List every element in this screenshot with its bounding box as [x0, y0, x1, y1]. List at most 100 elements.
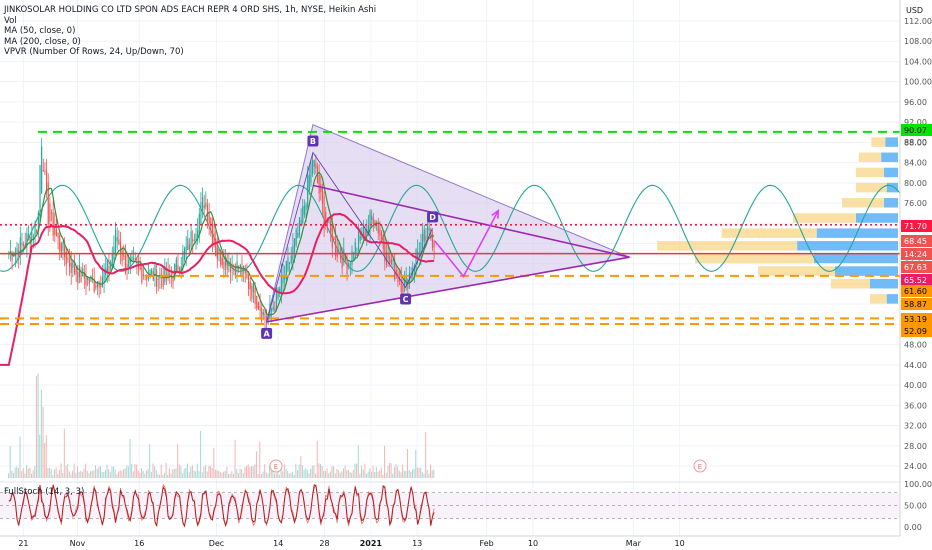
- price-label-text: 53.19: [904, 315, 927, 324]
- candle-body: [262, 312, 264, 315]
- volume-bar: [267, 473, 269, 478]
- candle-body: [46, 171, 48, 194]
- volume-bar: [150, 472, 152, 478]
- candle-body: [261, 308, 263, 322]
- candle-body: [121, 248, 123, 262]
- pattern-upper-line: [312, 184, 630, 258]
- legend-ma200[interactable]: MA (200, close, 0): [4, 36, 81, 47]
- time-axis-tick: 10: [675, 539, 685, 548]
- candle-body: [341, 255, 343, 268]
- candle-body: [215, 239, 217, 257]
- price-label: 90.07: [901, 124, 932, 136]
- price-axis-tick: 44.00: [904, 361, 927, 370]
- volume-bar: [308, 472, 310, 478]
- volume-bar: [341, 471, 343, 478]
- candle-body: [367, 225, 369, 232]
- candle-body: [114, 229, 117, 253]
- candle-body: [197, 230, 199, 237]
- volume-bar: [70, 474, 72, 478]
- price-label-text: 65.52: [904, 276, 927, 285]
- candle-body: [160, 276, 163, 279]
- volume-bar: [420, 467, 422, 478]
- volume-bar: [218, 470, 220, 478]
- candle-body: [251, 285, 253, 299]
- price-label-bg: [901, 124, 932, 136]
- volume-bar: [395, 464, 397, 478]
- time-axis-tick: 2021: [360, 539, 383, 548]
- symbol-title[interactable]: JINKOSOLAR HOLDING CO LTD SPON ADS EACH …: [4, 5, 377, 15]
- pattern-point-c: C: [400, 293, 412, 305]
- legend-volume[interactable]: Vol: [4, 15, 17, 26]
- volume-bar: [144, 473, 146, 478]
- legend-fullstoch[interactable]: FullStoch (14, 3, 3): [4, 487, 85, 497]
- price-axis-tick: 32.00: [904, 422, 927, 431]
- volume-bar: [295, 463, 297, 478]
- price-label: 52.09: [901, 325, 932, 337]
- volume-bar: [157, 473, 159, 478]
- volume-bar: [283, 464, 285, 478]
- volume-bar: [93, 470, 95, 478]
- volume-bar: [118, 471, 120, 478]
- candle-body: [390, 259, 392, 264]
- candle-body: [192, 239, 194, 242]
- volume-bar: [234, 439, 236, 478]
- volume-bar: [262, 471, 264, 478]
- price-label-text: 61.60: [904, 287, 927, 296]
- candle-body: [59, 235, 61, 251]
- volume-bar: [67, 464, 69, 478]
- volume-bar: [85, 463, 87, 478]
- price-label: 71.70: [901, 220, 932, 232]
- candle-body: [307, 174, 309, 208]
- candle-body: [62, 243, 64, 251]
- time-axis-tick: 14: [273, 539, 283, 548]
- volume-bar: [290, 472, 292, 478]
- price-axis-tick: 84.00: [904, 159, 927, 168]
- candle-body: [400, 279, 402, 292]
- legend-ma50[interactable]: MA (50, close, 0): [4, 26, 76, 36]
- volume-bar: [14, 467, 16, 478]
- candle-body: [16, 248, 18, 254]
- volume-bar: [141, 468, 143, 478]
- price-label-bg: [901, 235, 932, 247]
- ma50-line: [8, 171, 435, 316]
- vpvr-up-bar: [657, 241, 798, 251]
- projection-path: [434, 210, 499, 278]
- volume-bar: [160, 464, 162, 478]
- candle-body: [344, 255, 347, 262]
- volume-bar: [34, 465, 36, 478]
- legend-vpvr[interactable]: VPVR (Number Of Rows, 24, Up/Down, 70): [4, 47, 184, 57]
- candle-body: [157, 278, 159, 280]
- price-label-bg: [901, 248, 932, 260]
- candle-body: [333, 237, 335, 240]
- price-axis-tick: 76.00: [904, 199, 927, 208]
- volume-bar: [178, 464, 180, 478]
- candle-body: [290, 255, 292, 264]
- chart-legend: JINKOSOLAR HOLDING CO LTD SPON ADS EACH …: [4, 5, 376, 58]
- candle-body: [44, 170, 46, 173]
- candle-body: [397, 272, 399, 283]
- candle-body: [75, 268, 77, 275]
- candle-body: [172, 276, 174, 283]
- candle-body: [394, 260, 396, 280]
- volume-bar: [407, 448, 409, 478]
- volume-bar: [173, 469, 175, 478]
- candle-body: [96, 281, 99, 287]
- vpvr-up-bar: [842, 198, 884, 208]
- candle-body: [95, 285, 97, 288]
- candle-body: [328, 219, 330, 224]
- earnings-marker: E: [269, 459, 283, 473]
- candle-body: [57, 232, 59, 238]
- volume-bar: [203, 466, 205, 478]
- candle-body: [13, 256, 15, 258]
- volume-bar: [387, 466, 389, 478]
- volume-bar: [349, 471, 351, 478]
- volume-bars: [8, 373, 435, 478]
- candle-body: [72, 260, 74, 268]
- candle-body: [351, 250, 353, 265]
- price-label: 53.19: [901, 313, 932, 325]
- candle-body: [87, 277, 89, 281]
- volume-bar: [186, 463, 189, 478]
- candle-body: [223, 261, 225, 270]
- candle-body: [90, 276, 92, 282]
